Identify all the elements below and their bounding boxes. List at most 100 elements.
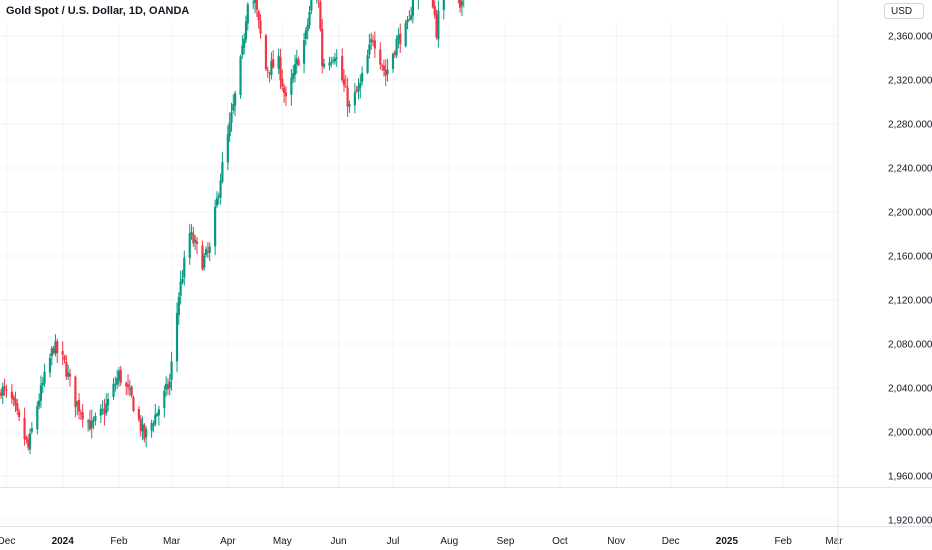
candles	[0, 0, 465, 455]
candle-body	[366, 55, 369, 73]
candle-body	[92, 420, 95, 422]
candle-body	[163, 390, 166, 409]
candle-body	[399, 33, 402, 45]
candle-body	[348, 104, 351, 107]
candle-body	[353, 92, 356, 106]
x-tick-label: Nov	[607, 536, 625, 547]
candle-body	[105, 403, 108, 414]
candle-body	[257, 11, 260, 21]
candle-body	[192, 233, 195, 244]
x-tick-label: Oct	[552, 536, 568, 547]
candle-body	[393, 52, 396, 55]
candle-body	[165, 383, 168, 390]
candle-body	[157, 409, 160, 416]
candle-body	[65, 361, 68, 377]
x-tick-label: 2025	[716, 536, 739, 547]
candle-body	[342, 79, 346, 85]
candle-body	[116, 378, 119, 385]
candle-body	[306, 24, 309, 31]
candle-body	[154, 414, 157, 425]
x-tick-label: Mar	[825, 536, 843, 547]
y-tick-label: 1,960.000	[888, 472, 932, 483]
candle-body	[234, 93, 237, 106]
candle-body	[217, 196, 220, 198]
x-tick-label: Jun	[330, 536, 346, 547]
candle-body	[54, 341, 57, 354]
candle-body	[252, 2, 255, 4]
candle-body	[328, 62, 331, 66]
x-tick-label: Dec	[0, 536, 15, 547]
candle-body	[52, 348, 55, 353]
x-tick-label: Apr	[220, 536, 236, 547]
candle-body	[241, 45, 244, 55]
candle-body	[283, 87, 286, 94]
candle-body	[319, 1, 322, 30]
x-tick-label: Feb	[775, 536, 793, 547]
candle-body	[293, 64, 297, 75]
candle-body	[255, 0, 258, 10]
candle-body	[346, 87, 349, 107]
candle-body	[132, 397, 135, 411]
candle-body	[0, 392, 3, 396]
candle-body	[215, 198, 219, 206]
candle-body	[204, 249, 208, 255]
candle-body	[333, 58, 337, 62]
candle-body	[5, 389, 8, 391]
x-tick-label: Dec	[662, 536, 680, 547]
y-tick-label: 2,080.000	[888, 340, 932, 351]
candle-body	[18, 411, 21, 418]
y-tick-label: 2,000.000	[888, 428, 932, 439]
candle-body	[48, 357, 52, 373]
candle-body	[322, 63, 326, 67]
chart-title: Gold Spot / U.S. Dollar, 1D, OANDA	[6, 5, 189, 17]
candle-body	[126, 384, 130, 388]
candle-body	[373, 40, 376, 49]
candle-body	[410, 15, 413, 20]
candle-body	[246, 4, 249, 24]
candle-body	[302, 40, 306, 64]
candle-body	[56, 341, 59, 353]
candle-body	[16, 403, 19, 411]
candle-body	[99, 408, 102, 416]
candle-body	[36, 405, 39, 430]
candle-body	[404, 22, 407, 47]
candle-body	[114, 384, 117, 386]
candle-body	[181, 278, 184, 283]
candle-body	[219, 180, 222, 198]
candle-body	[437, 10, 440, 40]
candle-body	[88, 420, 92, 430]
currency-selector[interactable]: USD	[884, 3, 924, 19]
candle-body	[30, 428, 33, 432]
candle-body	[106, 398, 110, 406]
candle-body	[281, 78, 284, 87]
candle-body	[166, 384, 170, 390]
candle-body	[61, 351, 64, 355]
candle-body	[41, 382, 44, 386]
candle-body	[406, 19, 409, 23]
candle-body	[433, 5, 436, 16]
candle-body	[259, 20, 262, 34]
candle-body	[208, 246, 211, 253]
candle-body	[368, 44, 371, 55]
candle-body	[359, 82, 362, 88]
candle-body	[3, 386, 6, 389]
y-tick-label: 2,120.000	[888, 296, 932, 307]
candle-body	[76, 401, 79, 406]
candle-body	[382, 65, 386, 71]
candle-body	[460, 1, 464, 6]
candle-body	[195, 241, 199, 244]
candle-body	[39, 385, 43, 401]
candle-body	[63, 355, 66, 360]
candle-body	[1, 386, 4, 396]
candle-body	[295, 58, 298, 65]
x-tick-label: 2024	[52, 536, 75, 547]
chart-grid	[0, 22, 838, 521]
y-tick-label: 2,040.000	[888, 384, 932, 395]
candle-body	[87, 420, 90, 422]
candle-body	[27, 439, 30, 448]
candle-body	[67, 372, 70, 377]
candle-body	[12, 396, 15, 400]
candle-body	[395, 38, 398, 56]
candle-body	[81, 412, 84, 420]
